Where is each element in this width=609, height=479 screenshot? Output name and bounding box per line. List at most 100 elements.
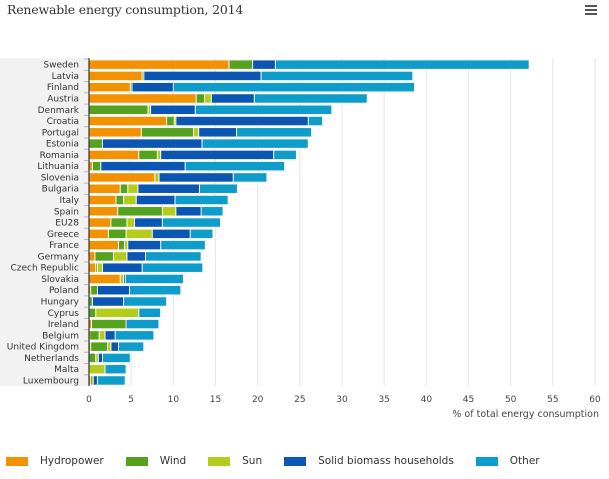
legend-label: Solid biomass households (318, 455, 454, 467)
category-label: Czech Republic (10, 264, 79, 274)
bar-segment-wind: Italy – Wind: 0.9 (116, 195, 124, 205)
bar-segment-other: France – Other: 5.3 (161, 240, 205, 250)
x-tick-label: 35 (378, 395, 389, 405)
category-label: Cyprus (48, 309, 80, 319)
bar-segment-sun: Croatia – Sun: 0.2 (174, 116, 176, 126)
bar-segment-solid-biomass-households: Italy – Solid biomass households: 4.6 (136, 195, 175, 205)
bar-segment-wind: Austria – Wind: 1 (196, 94, 205, 103)
bar-segment-hydropower: France – Hydropower: 3.5 (89, 240, 119, 250)
stacked-bar-chart: Sweden – Hydropower: 16.6Sweden – Wind: … (0, 58, 601, 420)
bar-segment-hydropower: Czech Republic – Hydropower: 0.8 (89, 263, 96, 272)
bar-segment-sun: United Kingdom – Sun: 0.4 (108, 342, 111, 351)
x-tick-label: 0 (86, 395, 92, 405)
legend-item[interactable]: Sun (208, 455, 262, 467)
x-tick-label: 5 (128, 395, 134, 405)
bars: Sweden – Hydropower: 16.6Sweden – Wind: … (89, 60, 529, 385)
bar-segment-sun: Italy – Sun: 1.5 (124, 195, 136, 205)
bar-segment-hydropower: United Kingdom – Hydropower: 0.2 (89, 342, 91, 351)
legend-item[interactable]: Wind (125, 455, 186, 467)
bar-segment-wind: Ireland – Wind: 4.1 (92, 319, 126, 329)
bar-segment-other: Luxembourg – Other: 3.3 (97, 376, 125, 385)
bar-segment-hydropower: Germany – Hydropower: 0.7 (89, 252, 95, 261)
bar-segment-sun: Spain – Sun: 1.6 (162, 207, 176, 216)
bar-segment-wind: Denmark – Wind: 7 (89, 105, 148, 115)
category-label: Hungary (41, 298, 80, 308)
x-tick-labels: 0 5 10 15 20 25 30 35 40 45 50 55 60 (86, 395, 601, 405)
bar-segment-hydropower: Sweden – Hydropower: 16.6 (89, 60, 229, 69)
category-label: Poland (49, 286, 79, 296)
category-label: EU28 (55, 219, 79, 229)
bar-segment-wind: Latvia – Wind: 0.2 (142, 71, 144, 81)
bar-segment-other: Denmark – Other: 16.2 (195, 105, 332, 115)
legend-item[interactable]: Hydropower (6, 455, 104, 467)
category-label: Germany (38, 252, 80, 262)
x-tick-label: 50 (505, 395, 517, 405)
hamburger-menu-icon[interactable] (585, 4, 599, 18)
bar-segment-hydropower: Belgium – Hydropower: 0.1 (89, 331, 91, 340)
legend-item[interactable]: Other (475, 455, 540, 467)
bar-segment-hydropower: EU28 – Hydropower: 2.6 (89, 218, 111, 227)
bar-segment-solid-biomass-households: Poland – Solid biomass households: 3.8 (97, 285, 129, 295)
bar-segment-wind: Germany – Wind: 2.2 (95, 252, 113, 261)
category-label: Spain (54, 207, 79, 217)
bar-segment-solid-biomass-households: United Kingdom – Solid biomass household… (111, 342, 119, 351)
category-label: Ireland (48, 320, 79, 330)
bar-segment-hydropower: Finland – Hydropower: 4.9 (89, 82, 130, 92)
bar-segment-wind: Estonia – Wind: 1.6 (89, 139, 102, 148)
legend-swatch (208, 456, 231, 466)
bar-segment-other: Slovenia – Other: 4 (233, 173, 267, 182)
bar-segment-hydropower: Latvia – Hydropower: 6.3 (89, 71, 142, 81)
bar-segment-solid-biomass-households: Slovenia – Solid biomass households: 8.8 (159, 173, 233, 182)
bar-segment-sun: Greece – Sun: 3.1 (126, 229, 152, 239)
bar-segment-solid-biomass-households: Latvia – Solid biomass households: 13.9 (144, 71, 261, 81)
bar-segment-other: Lithuania – Other: 11.8 (185, 161, 285, 171)
bar-segment-other: Croatia – Other: 1.7 (308, 116, 323, 126)
x-tick-label: 45 (463, 395, 474, 405)
bar-segment-sun: Germany – Sun: 1.6 (113, 252, 127, 261)
bar-segment-wind: Czech Republic – Wind: 0.2 (96, 263, 98, 272)
legend-label: Other (509, 455, 540, 467)
bar-segment-other: Netherlands – Other: 3.3 (102, 353, 130, 363)
bar-segment-solid-biomass-households: Finland – Solid biomass households: 4.9 (132, 82, 173, 92)
bar-segment-wind: Greece – Wind: 2.1 (108, 229, 126, 239)
bar-segment-solid-biomass-households: Romania – Solid biomass households: 13.4 (161, 150, 274, 160)
category-label: Bulgaria (42, 185, 79, 195)
bar-segment-solid-biomass-households: France – Solid biomass households: 3.9 (128, 240, 161, 250)
x-tick-label: 55 (547, 395, 558, 405)
bar-segment-sun: Portugal – Sun: 0.6 (194, 128, 199, 137)
bar-segment-solid-biomass-households: EU28 – Solid biomass households: 3.3 (135, 218, 162, 227)
legend-swatch (284, 456, 307, 466)
bar-segment-hydropower: Bulgaria – Hydropower: 3.7 (89, 184, 120, 193)
category-label: Netherlands (24, 354, 79, 364)
bar-segment-sun: EU28 – Sun: 0.9 (127, 218, 135, 227)
bar-segment-hydropower: Italy – Hydropower: 3.2 (89, 195, 116, 205)
category-label: Slovenia (41, 173, 79, 183)
bar-segment-solid-biomass-households: Denmark – Solid biomass households: 5.3 (151, 105, 195, 115)
bar-segment-solid-biomass-households: Lithuania – Solid biomass households: 10 (101, 161, 185, 171)
legend-item[interactable]: Solid biomass households (284, 455, 454, 467)
category-label: Romania (40, 151, 79, 161)
category-label: Sweden (43, 61, 79, 71)
legend-label: Hydropower (40, 455, 104, 467)
bar-segment-wind: Lithuania – Wind: 1 (92, 161, 101, 171)
bar-segment-other: Finland – Other: 28.6 (173, 82, 415, 92)
bar-segment-hydropower: Portugal – Hydropower: 6.2 (89, 128, 141, 137)
bar-segment-other: Austria – Other: 13.4 (254, 94, 367, 103)
bar-segment-wind: France – Wind: 0.7 (119, 240, 124, 250)
category-label: Greece (47, 230, 79, 240)
bar-segment-wind: EU28 – Wind: 1.9 (111, 218, 127, 227)
bar-segment-wind: Romania – Wind: 2.2 (139, 150, 157, 160)
category-label: United Kingdom (7, 343, 79, 353)
category-label: Croatia (47, 117, 79, 127)
bar-segment-sun: Malta – Sun: 1.9 (89, 364, 105, 374)
bar-segment-other: Slovakia – Other: 6.9 (125, 274, 183, 284)
bar-segment-wind: Hungary – Wind: 0.4 (89, 297, 92, 306)
bar-segment-sun: Netherlands – Sun: 0.3 (96, 353, 98, 363)
bar-segment-solid-biomass-households: Hungary – Solid biomass households: 3.7 (92, 297, 124, 306)
bar-segment-sun: Cyprus – Sun: 5.1 (96, 308, 139, 318)
legend: Hydropower Wind Sun Solid biomass household… (6, 455, 562, 467)
bar-segment-wind: Belgium – Wind: 1.1 (90, 331, 99, 340)
bar-segment-solid-biomass-households: Bulgaria – Solid biomass households: 7.3 (138, 184, 199, 193)
menu-line (585, 9, 597, 11)
bar-segment-wind: Cyprus – Wind: 0.8 (89, 308, 96, 318)
